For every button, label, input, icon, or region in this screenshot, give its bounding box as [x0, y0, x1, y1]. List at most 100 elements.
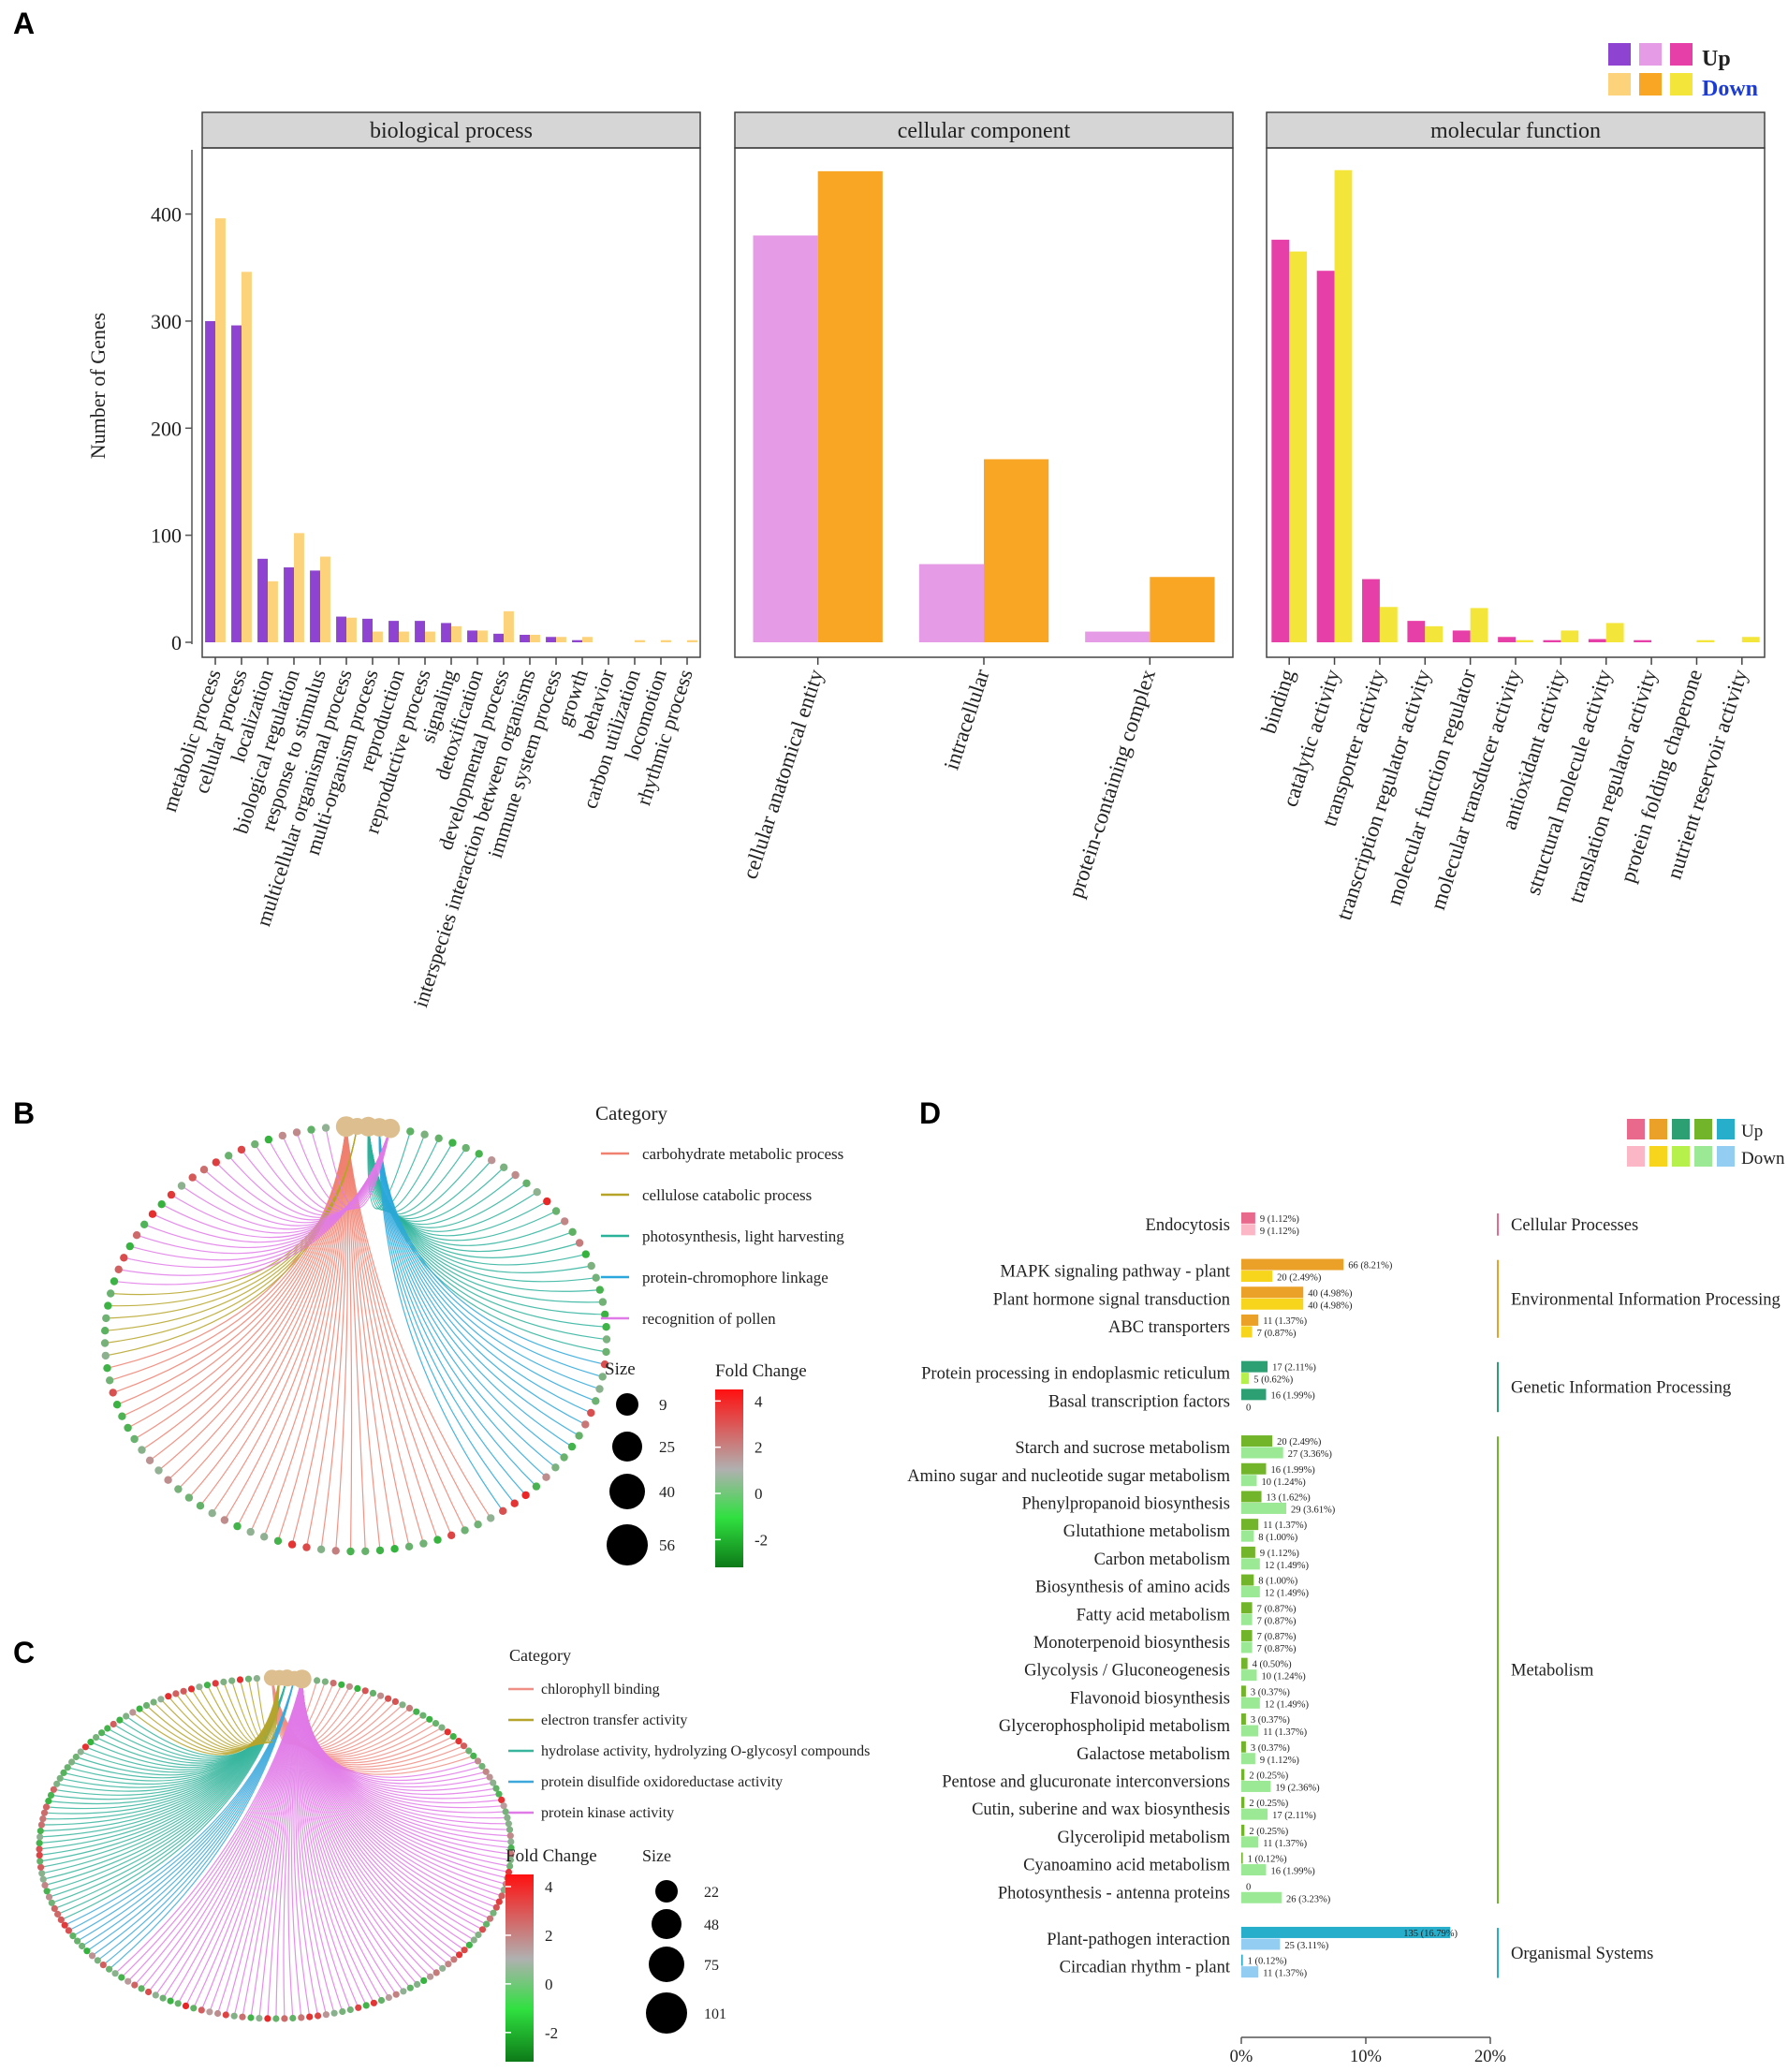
gene-node [125, 1242, 134, 1251]
bar-up-circadian-rhythm-plant [1241, 1954, 1243, 1966]
size-legend-dot [646, 1992, 687, 2034]
gene-node [264, 1135, 273, 1144]
bar-up-interspecies-interaction-between-organisms [520, 634, 530, 642]
bar-up-multicellular-organismal-process [336, 616, 346, 642]
chord-link-protein-chromophore-linkage [378, 1126, 516, 1505]
legend-down-swatch [1649, 1146, 1667, 1167]
bar-up-fatty-acid-metabolism [1241, 1602, 1253, 1614]
gene-node [492, 1903, 500, 1911]
bar-up-label: 3 (0.37%) [1251, 1687, 1290, 1697]
gene-node [434, 1134, 443, 1143]
size-legend-label: 101 [704, 2006, 726, 2022]
fc-tick-label: -2 [545, 2024, 558, 2042]
gene-node [315, 2012, 322, 2020]
bar-up-carbon-metabolism [1241, 1546, 1255, 1558]
bar-down-glycerophospholipid-metabolism [1241, 1725, 1259, 1737]
bar-down-circadian-rhythm-plant [1241, 1966, 1259, 1978]
gene-node [37, 1827, 44, 1835]
facet-title: biological process [370, 119, 533, 143]
gene-node [339, 2007, 346, 2016]
gene-node [140, 1220, 149, 1229]
gene-node [182, 2002, 190, 2009]
gene-node [470, 1752, 477, 1759]
gene-node [461, 1526, 469, 1535]
panel-label-a: A [13, 7, 35, 40]
bar-up-response-to-stimulus [310, 570, 320, 642]
row-label-plant-hormone-signal-transduction: Plant hormone signal transduction [993, 1290, 1230, 1309]
bar-down-label: 11 (1.37%) [1263, 1969, 1307, 1979]
bar-up-immune-system-process [546, 637, 556, 642]
gene-node [377, 1996, 386, 2005]
row-label-endocytosis: Endocytosis [1146, 1216, 1230, 1235]
gene-node [51, 1904, 58, 1912]
legend-down-swatch [1627, 1146, 1645, 1167]
chord-link-carbohydrate-metabolic-process [345, 1126, 466, 1531]
gene-node [495, 1898, 503, 1905]
gene-node [404, 1542, 414, 1551]
bar-up-abc-transporters [1241, 1314, 1259, 1326]
gene-node [321, 1678, 329, 1685]
gene-node [390, 1545, 399, 1553]
legend-up-swatch [1694, 1119, 1712, 1139]
bar-up-monoterpenoid-biosynthesis [1241, 1629, 1253, 1641]
gene-node [45, 1893, 53, 1901]
gene-node [456, 1951, 463, 1959]
gene-node [39, 1815, 47, 1823]
size-title: Size [605, 1359, 636, 1379]
gene-node [114, 1265, 123, 1274]
chord-link-recognition-of-pollen [241, 1128, 391, 1216]
bar-down-label: 5 (0.62%) [1253, 1375, 1293, 1386]
gene-node [338, 1681, 345, 1688]
gene-node [595, 1385, 604, 1393]
gene-node [522, 1179, 531, 1188]
bar-up-label: 16 (1.99%) [1270, 1465, 1315, 1476]
row-label-phenylpropanoid-biosynthesis: Phenylpropanoid biosynthesis [1021, 1494, 1230, 1513]
gene-node [427, 1973, 434, 1980]
gene-node [159, 1994, 167, 2002]
chord-link-carbohydrate-metabolic-process [345, 1126, 353, 1552]
bar-up-label: 16 (1.99%) [1270, 1390, 1315, 1401]
gene-node [511, 1170, 520, 1180]
gene-node [500, 1802, 507, 1810]
bar-down-label: 26 (3.23%) [1286, 1894, 1331, 1904]
bar-down-catalytic-activity [1334, 169, 1353, 643]
gene-node [532, 1482, 541, 1491]
y-tick-label: 300 [151, 310, 182, 333]
facet-strip [734, 111, 1234, 149]
gene-node [246, 1527, 255, 1536]
gene-node [88, 1952, 96, 1960]
bar-up-growth [572, 639, 582, 642]
bar-up-cyanoamino-acid-metabolism [1241, 1852, 1243, 1864]
gene-node [361, 1547, 370, 1556]
row-label-cutin-suberine-and-wax-biosynthesis: Cutin, suberine and wax biosynthesis [972, 1800, 1230, 1819]
gene-node [392, 1991, 400, 1998]
gene-node [551, 1463, 560, 1472]
bar-down-structural-molecule-activity [1605, 623, 1624, 642]
bar-down-label: 7 (0.87%) [1257, 1329, 1297, 1339]
gene-node [602, 1347, 610, 1357]
gene-node [110, 1720, 117, 1728]
gene-node [314, 1677, 321, 1684]
gene-node [104, 1301, 112, 1310]
chord-link-carbohydrate-metabolic-process [188, 1126, 347, 1498]
gene-node [483, 1920, 491, 1928]
bar-down-label: 11 (1.37%) [1263, 1839, 1307, 1849]
gene-node [439, 1964, 447, 1972]
gene-node [581, 1420, 590, 1429]
gene-node [118, 1974, 125, 1981]
gene-node [399, 1701, 406, 1709]
gene-node [50, 1785, 58, 1793]
gene-node [581, 1250, 590, 1258]
group-name-cellular-processes: Cellular Processes [1511, 1216, 1638, 1235]
gene-node [405, 1704, 414, 1712]
row-label-glycolysis-gluconeogenesis: Glycolysis / Gluconeogenesis [1024, 1662, 1230, 1681]
y-tick-label: 0 [171, 631, 182, 654]
size-legend-dot [607, 1524, 648, 1565]
group-organismal-systems: Plant-pathogen interaction 135 (16.79%) 25… [1047, 1926, 1653, 1979]
gene-node [167, 1997, 174, 2005]
bar-down-protein-folding-chaperone [1696, 639, 1715, 642]
size-legend-dot [609, 1474, 645, 1509]
fc-tick-label: 0 [545, 1976, 553, 1993]
gene-node [444, 1728, 451, 1736]
gene-node [601, 1310, 609, 1319]
